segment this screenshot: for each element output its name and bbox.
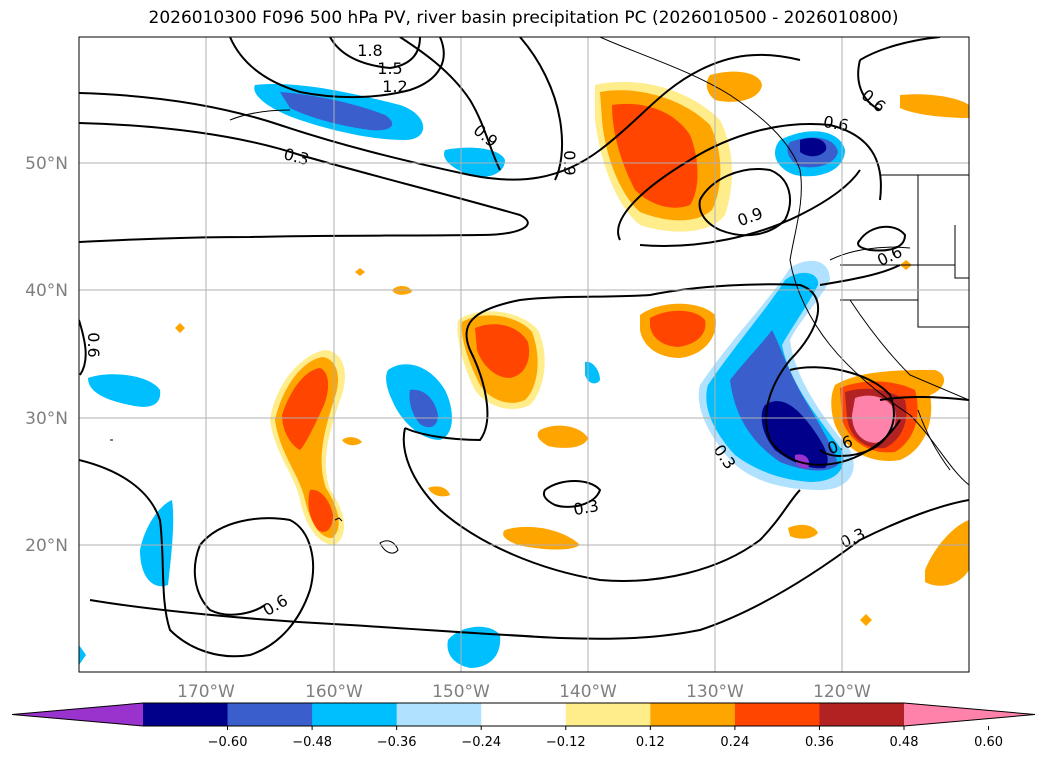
lon-label-160w: 160°W — [305, 682, 363, 702]
shade-orange-streak — [503, 526, 580, 550]
lon-label-170w: 170°W — [177, 682, 235, 702]
shade-blue-sw — [140, 500, 174, 587]
contour-label: 0.6 — [84, 332, 103, 357]
map-title: 2026010300 F096 500 hPa PV, river basin … — [148, 8, 899, 28]
colorbar-segment — [734, 703, 820, 726]
colorbar-segment — [819, 703, 905, 726]
shade-orange-dot-2 — [355, 268, 365, 276]
lon-label-140w: 140°W — [559, 682, 617, 702]
shade-orange-dot-5 — [428, 486, 450, 497]
colorbar-tick-label: 0.36 — [805, 735, 834, 750]
shade-blue-west — [88, 374, 161, 407]
precipitation-shading — [79, 71, 969, 668]
shade-orange-small-142w — [537, 425, 588, 448]
latitude-labels: 50°N 40°N 30°N 20°N — [25, 154, 68, 556]
contour-label: 1.5 — [377, 59, 402, 78]
colorbar-segment — [565, 703, 651, 726]
shade-blue-edge — [79, 645, 86, 665]
colorbar-segment — [650, 703, 736, 726]
colorbar-tick-label: 0.12 — [636, 735, 665, 750]
lon-label-150w: 150°W — [432, 682, 490, 702]
contour-label: 1.8 — [357, 41, 382, 60]
colorbar-tick-label: 0.24 — [720, 735, 749, 750]
shade-orange-dot-4 — [342, 437, 362, 446]
gridlines — [79, 37, 969, 672]
colorbar-segment — [396, 703, 482, 726]
pv-contours — [79, 37, 969, 658]
colorbar-extend-low — [12, 703, 143, 726]
lat-label-30n: 30°N — [25, 409, 68, 429]
shade-orange-small-125w — [788, 524, 818, 539]
colorbar-segment — [143, 703, 229, 726]
lat-label-20n: 20°N — [25, 536, 68, 556]
contour-label: 0.3 — [572, 496, 600, 519]
colorbar-tick-label: 0.48 — [890, 735, 919, 750]
colorbar-tick-label: −0.36 — [377, 735, 417, 750]
lon-label-130w: 130°W — [686, 682, 744, 702]
colorbar-segment — [227, 703, 313, 726]
colorbar-tick-label: −0.60 — [208, 735, 248, 750]
shade-orange-se — [925, 520, 969, 586]
colorbar-outline — [11, 702, 1036, 727]
contour-label: 1.2 — [382, 77, 407, 96]
shade-blue-small-north — [444, 147, 505, 177]
colorbar-tick-label: −0.24 — [461, 735, 501, 750]
lat-label-40n: 40°N — [25, 281, 68, 301]
shade-orange-dot-6 — [860, 614, 872, 626]
colorbar: −0.60 −0.48 −0.36 −0.24 −0.12 0.12 0.24 0.36 0.4… — [11, 702, 1036, 750]
colorbar-extend-high — [904, 703, 1035, 726]
contour-label: 0.6 — [822, 112, 850, 135]
colorbar-tick-label: −0.12 — [546, 735, 586, 750]
shade-blue-small-140w — [585, 361, 600, 384]
lon-label-120w: 120°W — [813, 682, 871, 702]
shade-orange-far-ne — [900, 94, 969, 118]
shade-orange-dot-1 — [175, 323, 185, 333]
colorbar-tick-label: −0.48 — [292, 735, 332, 750]
map-frame — [78, 36, 970, 673]
shade-orange-ne — [706, 71, 762, 102]
coastlines — [110, 37, 969, 554]
colorbar-segment — [481, 703, 567, 726]
longitude-labels: 170°W 160°W 150°W 140°W 130°W 120°W — [177, 682, 871, 702]
colorbar-segment — [312, 703, 398, 726]
colorbar-tick-label: 0.60 — [974, 735, 1003, 750]
lat-label-50n: 50°N — [25, 154, 68, 174]
